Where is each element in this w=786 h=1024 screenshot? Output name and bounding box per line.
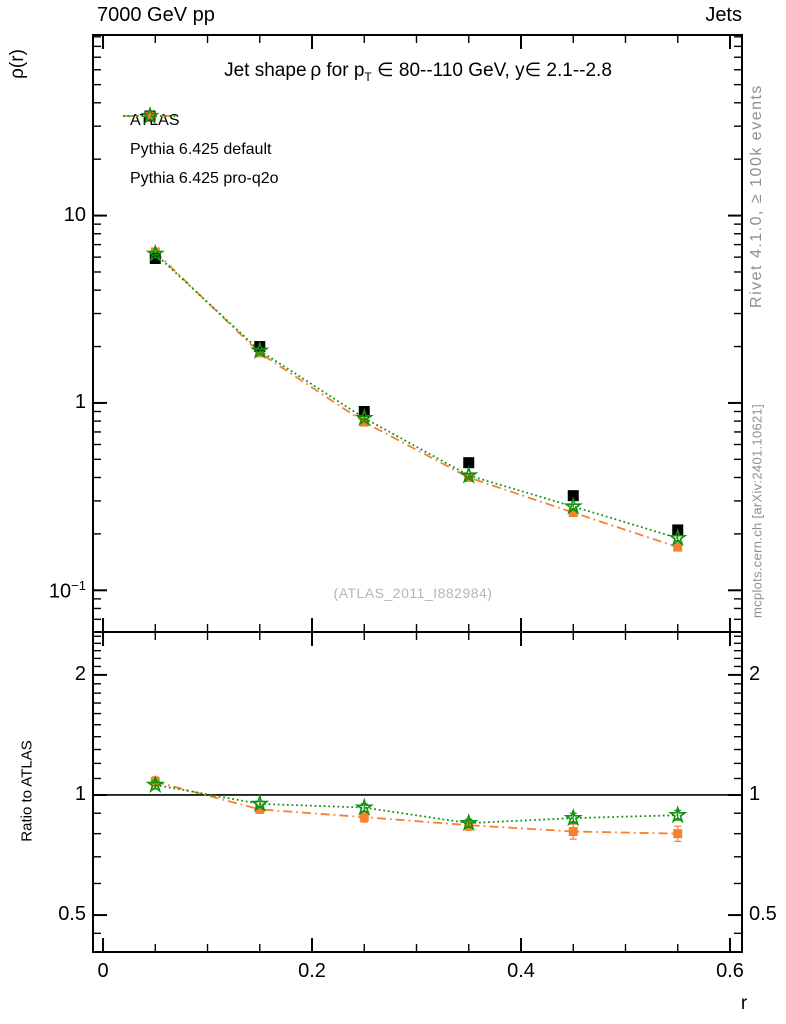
ratio-y-tick-label: 2 — [74, 662, 86, 685]
pythia-default-marker-icon — [123, 111, 177, 121]
pythia-proq2o-marker-icon — [123, 106, 177, 125]
main-y-tick-label: 1 — [74, 390, 86, 413]
x-tick-label: 0.6 — [716, 960, 744, 982]
legend-item-pythia-proq2o: Pythia 6.425 pro-q2o — [121, 106, 279, 193]
header-analysis-group: Jets — [705, 4, 742, 26]
header-beam-info: 7000 GeV pp — [97, 4, 215, 26]
mcplots-arxiv-note: mcplots.cern.ch [arXiv:2401.10621] — [749, 404, 765, 618]
analysis-id-watermark: (ATLAS_2011_I882984) — [333, 585, 493, 601]
main-y-axis-label: ρ(r) — [7, 49, 28, 79]
plot-title-subscript: T — [364, 69, 372, 84]
plot-title-pre: Jet shape ρ for p — [224, 60, 365, 81]
x-tick-label: 0.2 — [298, 960, 326, 982]
ratio-y-tick-label-right: 1 — [749, 782, 761, 805]
ratio-y-tick-label: 1 — [74, 782, 86, 805]
ratio-y-tick-label: 0.5 — [58, 903, 86, 926]
legend-item-pythia-default: Pythia 6.425 default — [121, 111, 279, 164]
ratio-panel-series — [145, 774, 688, 842]
rivet-version-note: Rivet 4.1.0, ≥ 100k events — [748, 84, 765, 308]
main-y-tick-label: 10 — [63, 203, 86, 226]
ratio-y-axis-label: Ratio to ATLAS — [18, 740, 36, 842]
main-y-tick-label: 10−1 — [48, 578, 86, 603]
x-tick-label: 0.4 — [507, 960, 535, 982]
legend-label-pythia-default: Pythia 6.425 default — [130, 140, 272, 158]
x-axis-label: r — [740, 993, 748, 1014]
ratio-panel-frame — [92, 631, 743, 953]
x-tick-label: 0 — [97, 960, 109, 982]
plot-title-post: ∈ 80--110 GeV, y∈ 2.1--2.8 — [371, 60, 612, 81]
plot-title: Jet shape ρ for pT ∈ 80--110 GeV, y∈ 2.1… — [224, 59, 612, 84]
legend-label-pythia-proq2o: Pythia 6.425 pro-q2o — [130, 169, 279, 187]
legend: ATLAS Pythia 6.425 default Pythia 6.425 … — [121, 106, 279, 193]
main-panel-series — [145, 243, 688, 552]
ratio-y-tick-label-right: 2 — [749, 662, 761, 685]
ratio-y-tick-label-right: 0.5 — [749, 903, 777, 926]
